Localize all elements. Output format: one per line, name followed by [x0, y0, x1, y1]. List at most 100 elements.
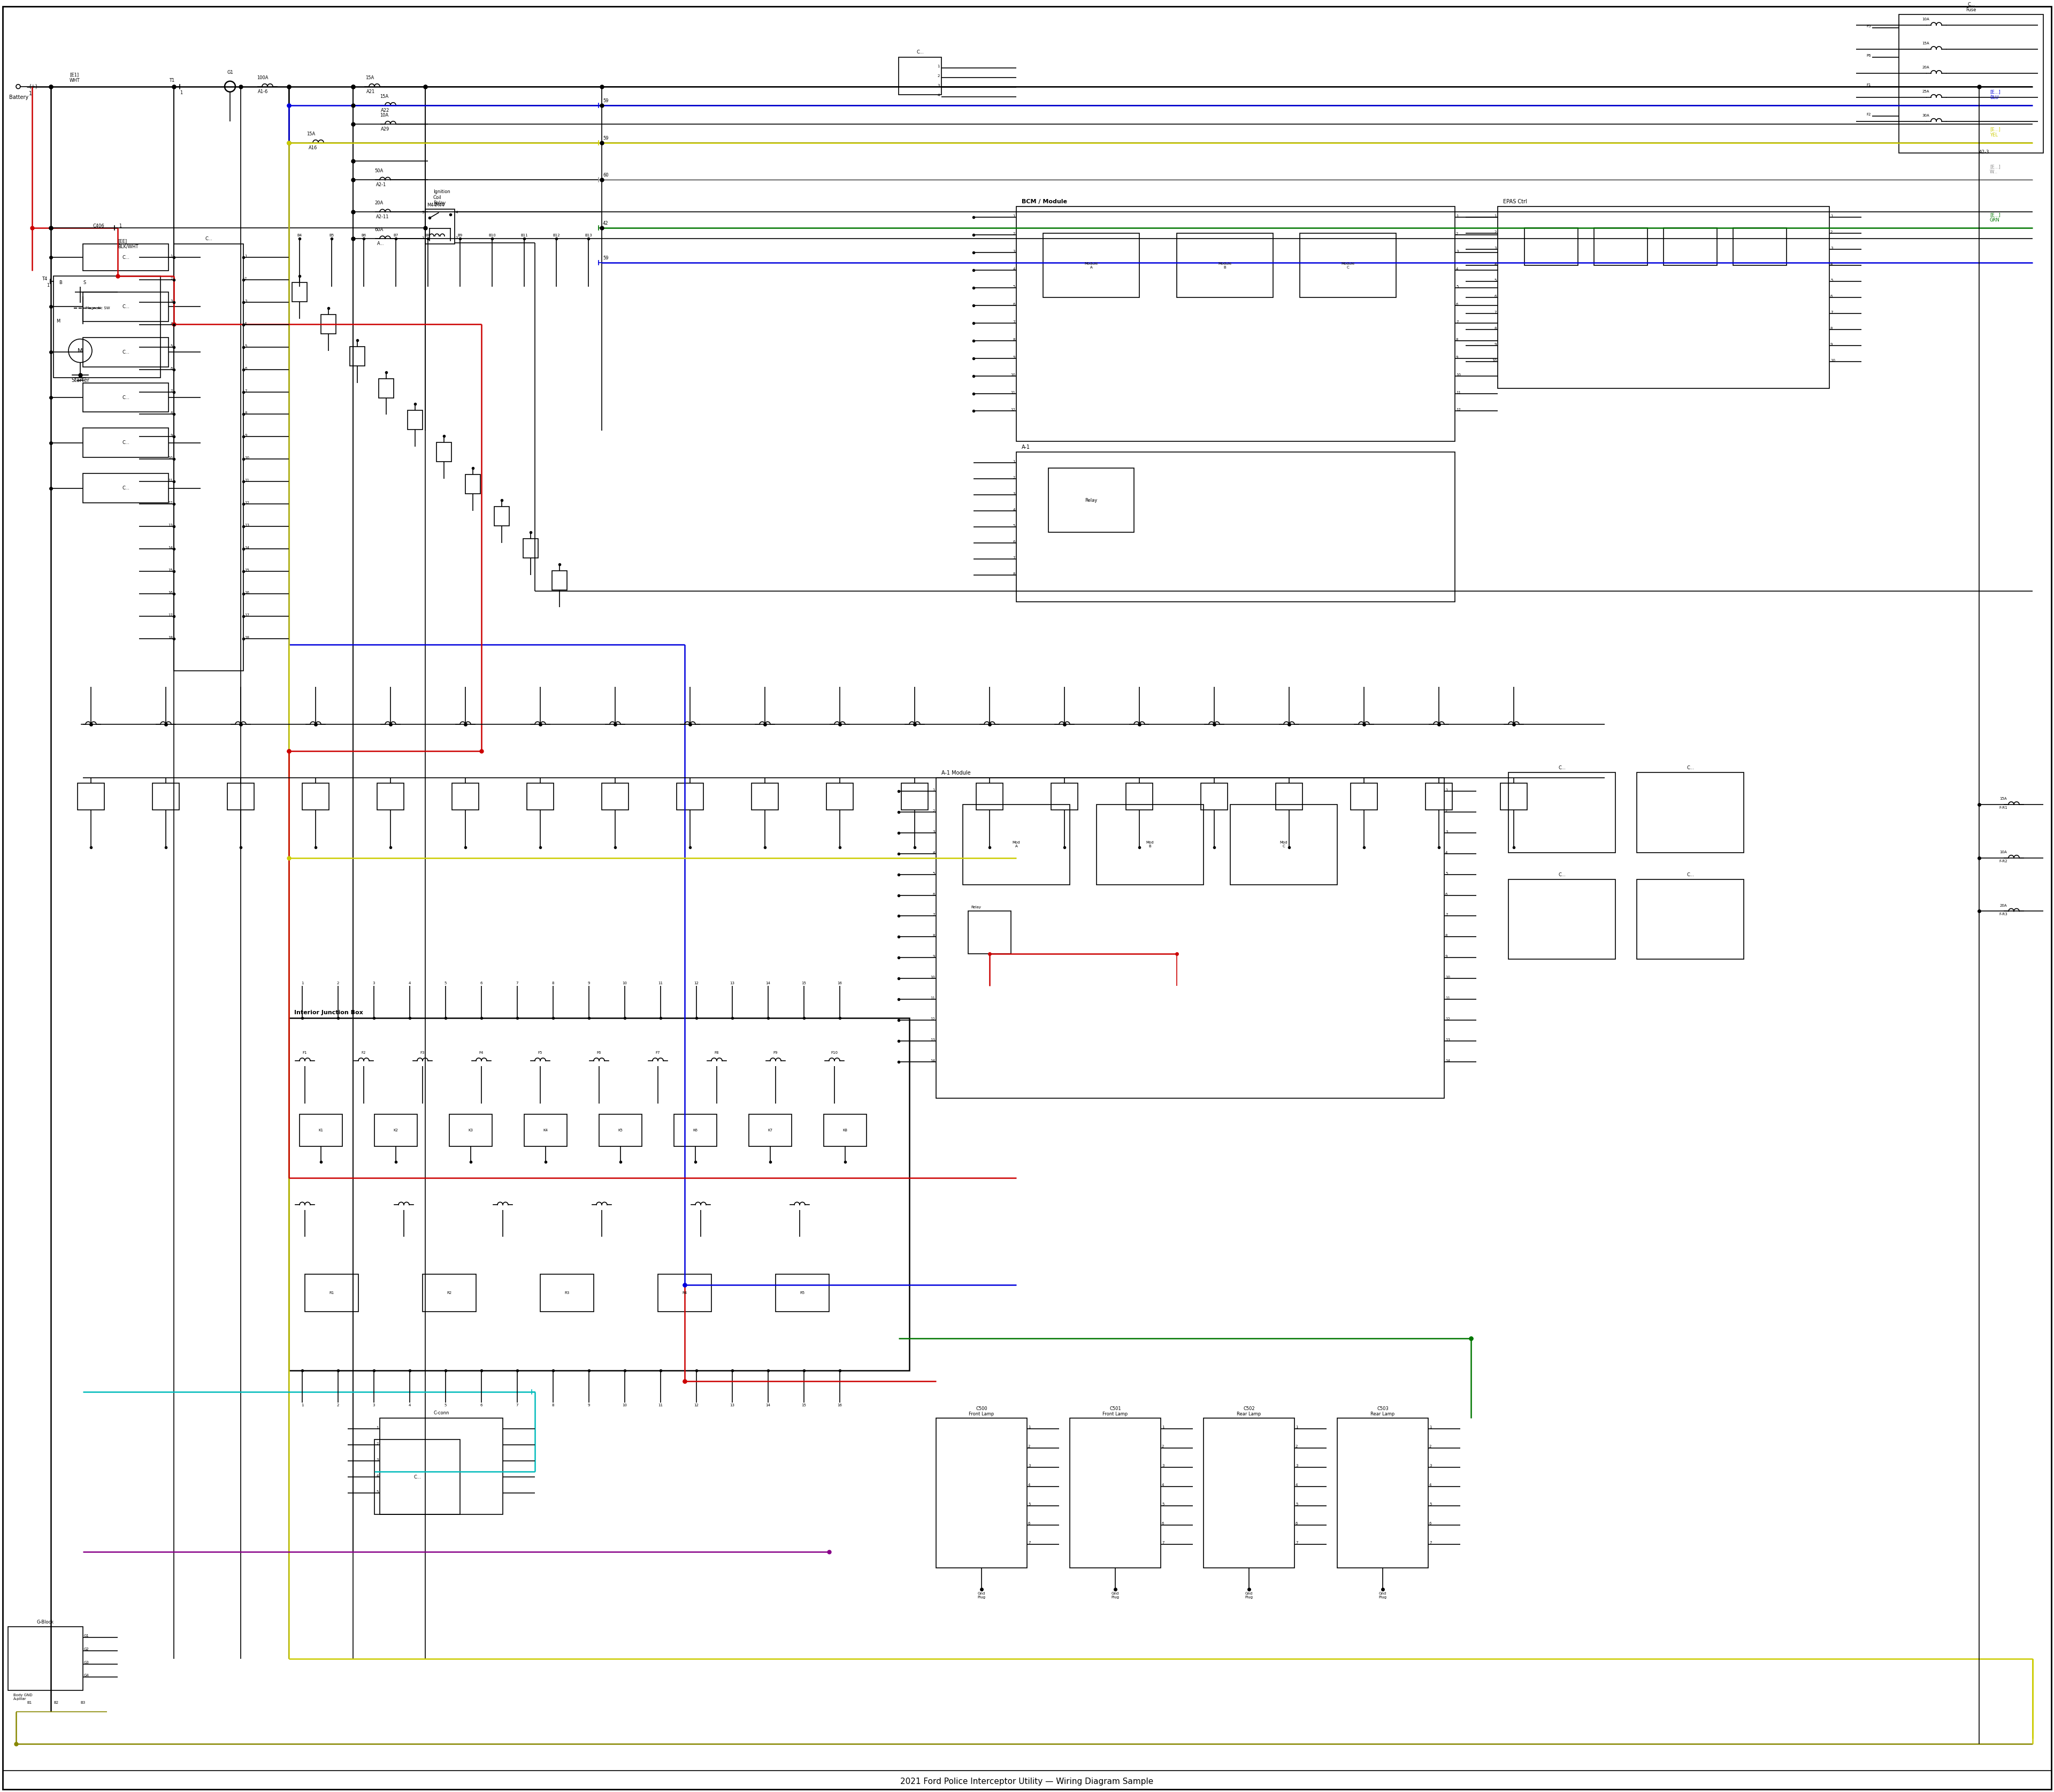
Bar: [528, 783, 555, 810]
Text: Gnd
Plug: Gnd Plug: [1111, 1591, 1119, 1598]
Text: 5: 5: [1430, 1503, 1432, 1505]
Bar: [963, 805, 1070, 885]
Text: 9: 9: [1456, 355, 1458, 358]
Text: 9: 9: [244, 434, 246, 437]
Bar: [937, 778, 1444, 1098]
Text: 5: 5: [170, 344, 173, 348]
Text: B: B: [60, 280, 62, 285]
Text: B2: B2: [53, 1701, 58, 1704]
Text: A...: A...: [378, 242, 384, 246]
Text: B12: B12: [553, 233, 561, 237]
Text: 10: 10: [168, 457, 173, 461]
Text: R2: R2: [448, 1292, 452, 1294]
Bar: [378, 783, 405, 810]
Text: 1: 1: [1029, 1426, 1031, 1428]
Text: 3: 3: [1029, 1464, 1031, 1468]
Text: B6: B6: [362, 233, 366, 237]
Bar: [78, 783, 105, 810]
Text: 7: 7: [1493, 310, 1497, 314]
Text: F5: F5: [538, 1052, 542, 1054]
Text: Module
C: Module C: [1341, 262, 1356, 269]
Text: 5: 5: [244, 344, 246, 348]
Text: 5: 5: [933, 871, 935, 874]
Text: 3: 3: [1013, 493, 1015, 495]
Text: C...: C...: [121, 349, 129, 355]
Bar: [82, 292, 168, 321]
Text: F3: F3: [421, 1052, 425, 1054]
Text: Module
A: Module A: [1085, 262, 1099, 269]
Text: EPAS Ctrl: EPAS Ctrl: [1504, 199, 1526, 204]
Text: R1: R1: [329, 1292, 335, 1294]
Bar: [1497, 206, 1830, 389]
Text: G1: G1: [226, 70, 234, 75]
Text: 2021 Ford Police Interceptor Utility — Wiring Diagram Sample: 2021 Ford Police Interceptor Utility — W…: [900, 1778, 1154, 1785]
Text: 3: 3: [1296, 1464, 1298, 1468]
Text: 3: 3: [1456, 249, 1458, 253]
Bar: [82, 244, 168, 271]
Text: 9: 9: [1830, 342, 1832, 346]
Text: 20A: 20A: [374, 201, 384, 206]
Text: 59: 59: [602, 136, 608, 140]
Bar: [824, 1115, 867, 1147]
Text: P6: P6: [1867, 54, 1871, 57]
Text: 8: 8: [933, 934, 935, 937]
Text: 8: 8: [244, 412, 246, 414]
Bar: [290, 1018, 910, 1371]
Text: K5: K5: [618, 1129, 622, 1133]
Bar: [937, 1417, 1027, 1568]
Bar: [1508, 772, 1614, 853]
Text: (+): (+): [29, 84, 37, 90]
Bar: [1499, 783, 1526, 810]
Text: G-Block: G-Block: [37, 1620, 53, 1624]
Bar: [553, 570, 567, 590]
Text: A2-3: A2-3: [1980, 151, 1990, 154]
Text: 5: 5: [1495, 280, 1497, 281]
Text: 4: 4: [937, 93, 941, 97]
Bar: [300, 1115, 343, 1147]
Text: 11: 11: [1446, 996, 1450, 1000]
Bar: [1508, 880, 1614, 959]
Text: A22: A22: [380, 108, 390, 113]
Text: 2: 2: [1430, 1444, 1432, 1448]
Text: 6: 6: [1013, 303, 1015, 306]
Text: 9: 9: [933, 955, 935, 959]
Text: R3: R3: [565, 1292, 569, 1294]
Text: 5: 5: [444, 982, 446, 986]
Text: 1: 1: [29, 91, 33, 97]
Text: 5: 5: [1456, 285, 1458, 289]
Text: 2: 2: [1830, 231, 1832, 235]
Text: B11: B11: [520, 233, 528, 237]
Bar: [452, 783, 479, 810]
Bar: [600, 1115, 641, 1147]
Text: R4: R4: [682, 1292, 688, 1294]
Text: 1: 1: [421, 237, 425, 240]
Bar: [1052, 783, 1078, 810]
Bar: [1048, 468, 1134, 532]
Text: K4: K4: [542, 1129, 548, 1133]
Text: 8: 8: [1830, 326, 1832, 330]
Text: 2: 2: [170, 278, 173, 280]
Text: 8: 8: [170, 412, 173, 414]
Text: 3: 3: [372, 982, 376, 986]
Bar: [302, 783, 329, 810]
Text: 7: 7: [1456, 321, 1458, 324]
Bar: [1126, 783, 1152, 810]
Bar: [407, 410, 423, 430]
Text: 7: 7: [933, 914, 935, 916]
Text: 5: 5: [376, 1491, 378, 1493]
Text: 13: 13: [729, 982, 735, 986]
Text: 1: 1: [1493, 215, 1497, 219]
Bar: [750, 1115, 791, 1147]
Text: 2: 2: [1495, 231, 1497, 235]
Text: 2: 2: [337, 982, 339, 986]
Text: C...: C...: [1686, 873, 1695, 876]
Text: Module
B: Module B: [1218, 262, 1232, 269]
Bar: [378, 378, 394, 398]
Text: F4: F4: [479, 1052, 483, 1054]
Text: 4: 4: [409, 1403, 411, 1407]
Text: 6: 6: [933, 892, 935, 896]
Text: Battery: Battery: [8, 95, 29, 100]
Text: C...: C...: [121, 441, 129, 444]
Bar: [292, 283, 306, 301]
Text: 11: 11: [657, 1403, 663, 1407]
